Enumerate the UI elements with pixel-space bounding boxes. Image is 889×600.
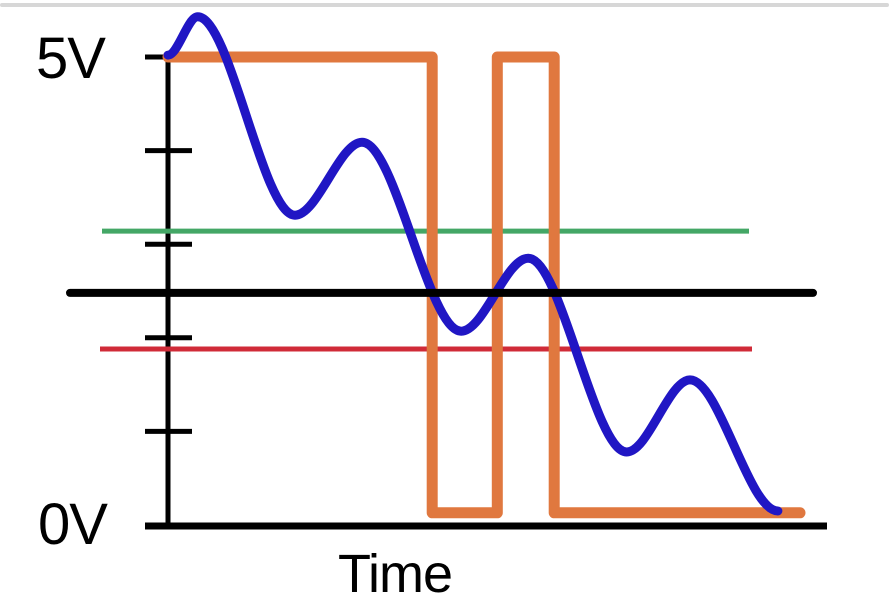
x-axis-label-time: Time xyxy=(338,544,453,600)
analog-input-signal xyxy=(163,12,783,516)
card-top-edge xyxy=(0,3,889,7)
y-axis-label-5v: 5V xyxy=(36,26,106,91)
y-axis-label-0v: 0V xyxy=(38,492,108,557)
digital-output-square-wave xyxy=(162,51,806,519)
